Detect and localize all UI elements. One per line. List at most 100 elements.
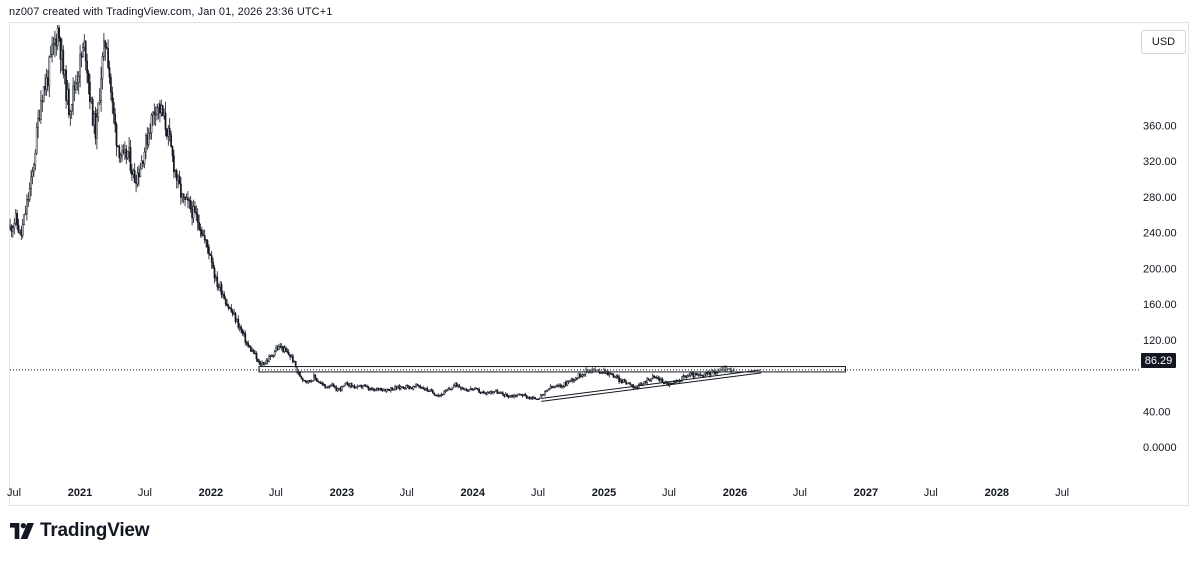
candle-body xyxy=(90,98,93,102)
time-axis: Jul 2021 Jul 2022 Jul 2023 Jul 2024 Jul 2025 Jul 20… xyxy=(7,487,1069,499)
candle-body xyxy=(182,193,185,198)
candle-body xyxy=(425,388,427,390)
candle-body xyxy=(705,372,707,375)
candle-body xyxy=(192,206,195,219)
candle-body xyxy=(63,69,66,75)
candle-body xyxy=(219,284,221,288)
x-tick-label: Jul xyxy=(924,487,938,499)
candle-body xyxy=(66,88,69,102)
candle-body xyxy=(261,362,263,366)
candle-body xyxy=(696,374,699,376)
support-trendline[interactable] xyxy=(541,372,762,402)
candle-body xyxy=(541,394,543,396)
candle-body xyxy=(329,385,332,387)
candle-body xyxy=(160,105,163,114)
candle-body xyxy=(149,132,151,134)
candle-body xyxy=(69,111,72,115)
candle-body xyxy=(341,386,343,391)
candle-body xyxy=(273,351,276,356)
candle-body xyxy=(593,368,595,370)
candle-body xyxy=(206,240,209,248)
candle-body xyxy=(178,175,181,185)
resistance-rectangle[interactable] xyxy=(258,366,846,373)
candle-body xyxy=(140,160,143,170)
candle-body xyxy=(52,43,55,46)
candle-body xyxy=(121,150,123,156)
candle-body xyxy=(658,378,661,381)
candle-body xyxy=(251,350,254,352)
candle-body xyxy=(93,113,95,126)
tradingview-logo-text: TradingView xyxy=(40,520,150,541)
candle-body xyxy=(360,385,363,388)
candle-body xyxy=(418,385,420,387)
candle-body xyxy=(65,69,67,102)
candle-body xyxy=(384,389,387,392)
candle-body xyxy=(542,394,545,396)
candle-body xyxy=(278,345,280,350)
candle-body xyxy=(692,372,695,377)
candle-body xyxy=(258,361,261,364)
candle-body xyxy=(54,38,56,44)
candle-body xyxy=(47,77,49,86)
candle-body xyxy=(376,388,378,390)
candle-body xyxy=(401,386,403,388)
candle-body xyxy=(670,382,672,385)
candle-body xyxy=(189,200,192,210)
candle-body xyxy=(423,388,426,391)
candle-body xyxy=(661,378,664,383)
x-tick-label: 2025 xyxy=(592,487,616,499)
candle-body xyxy=(231,311,234,315)
candle-body xyxy=(461,388,464,390)
candle-body xyxy=(455,382,458,387)
candle-body xyxy=(280,346,283,348)
candle-body xyxy=(569,379,571,383)
candle-body xyxy=(621,380,623,383)
candle-body xyxy=(534,397,536,400)
candle-body xyxy=(20,229,23,236)
candle-body xyxy=(398,385,401,389)
candle-body xyxy=(448,388,451,390)
candle-body xyxy=(688,375,690,377)
chart-pane[interactable] xyxy=(9,22,1189,506)
support-trendline-edge[interactable] xyxy=(541,369,762,399)
candle-body xyxy=(338,387,340,390)
candle-body xyxy=(570,378,573,381)
x-tick-label: 2021 xyxy=(68,487,92,499)
candle-body xyxy=(332,383,335,387)
candle-body xyxy=(229,307,231,309)
candle-body xyxy=(170,134,172,147)
candle-body xyxy=(136,172,139,185)
candle-body xyxy=(213,267,216,279)
candle-body xyxy=(510,395,513,397)
currency-selector[interactable]: USD xyxy=(1141,30,1186,54)
candle-body xyxy=(472,388,475,391)
candle-body xyxy=(444,390,447,392)
candle-body xyxy=(531,397,534,400)
candle-body xyxy=(458,385,461,388)
candle-body xyxy=(91,98,94,126)
candle-body xyxy=(97,102,100,118)
candle-body xyxy=(203,235,206,241)
candle-body xyxy=(447,388,450,391)
tradingview-logo[interactable]: TradingView xyxy=(10,520,150,542)
candle-body xyxy=(625,381,627,384)
candle-body xyxy=(378,387,381,390)
candle-body xyxy=(698,374,700,376)
candle-body xyxy=(370,388,373,391)
candle-body xyxy=(129,147,132,171)
candle-body xyxy=(406,384,409,387)
candle-body xyxy=(429,389,431,392)
candle-body xyxy=(395,386,398,389)
candle-body xyxy=(392,388,395,391)
candle-body xyxy=(9,225,11,229)
candle-body xyxy=(433,392,436,396)
candle-body xyxy=(145,135,147,153)
candle-body xyxy=(307,380,310,383)
y-tick-label: 320.00 xyxy=(1143,156,1177,168)
candle-body xyxy=(269,355,272,358)
candle-body xyxy=(626,382,629,385)
candle-body xyxy=(79,54,81,77)
candle-body xyxy=(217,286,220,288)
candle-body xyxy=(72,85,74,106)
